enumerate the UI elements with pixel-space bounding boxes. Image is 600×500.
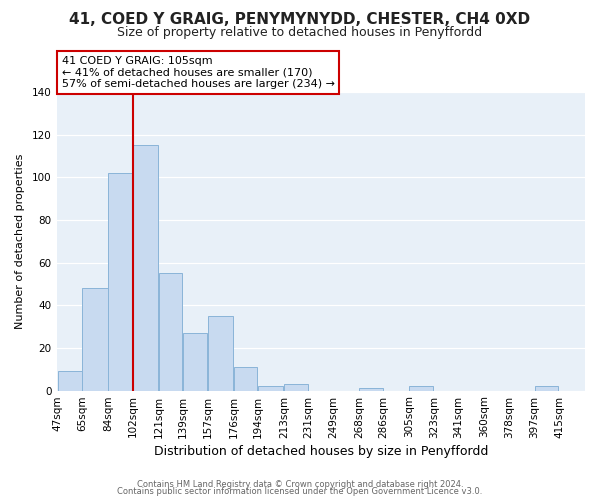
Bar	[133, 146, 158, 390]
Bar	[58, 372, 82, 390]
Bar	[233, 367, 257, 390]
Text: 41, COED Y GRAIG, PENYMYNYDD, CHESTER, CH4 0XD: 41, COED Y GRAIG, PENYMYNYDD, CHESTER, C…	[70, 12, 530, 28]
Bar	[409, 386, 433, 390]
Bar	[359, 388, 383, 390]
Text: 41 COED Y GRAIG: 105sqm
← 41% of detached houses are smaller (170)
57% of semi-d: 41 COED Y GRAIG: 105sqm ← 41% of detache…	[62, 56, 335, 89]
Bar	[183, 333, 207, 390]
Bar	[109, 173, 132, 390]
Bar	[535, 386, 559, 390]
Bar	[159, 274, 182, 390]
X-axis label: Distribution of detached houses by size in Penyffordd: Distribution of detached houses by size …	[154, 444, 488, 458]
Text: Size of property relative to detached houses in Penyffordd: Size of property relative to detached ho…	[118, 26, 482, 39]
Bar	[284, 384, 308, 390]
Bar	[258, 386, 283, 390]
Bar	[208, 316, 233, 390]
Text: Contains public sector information licensed under the Open Government Licence v3: Contains public sector information licen…	[118, 488, 482, 496]
Bar	[82, 288, 107, 390]
Y-axis label: Number of detached properties: Number of detached properties	[15, 154, 25, 329]
Text: Contains HM Land Registry data © Crown copyright and database right 2024.: Contains HM Land Registry data © Crown c…	[137, 480, 463, 489]
